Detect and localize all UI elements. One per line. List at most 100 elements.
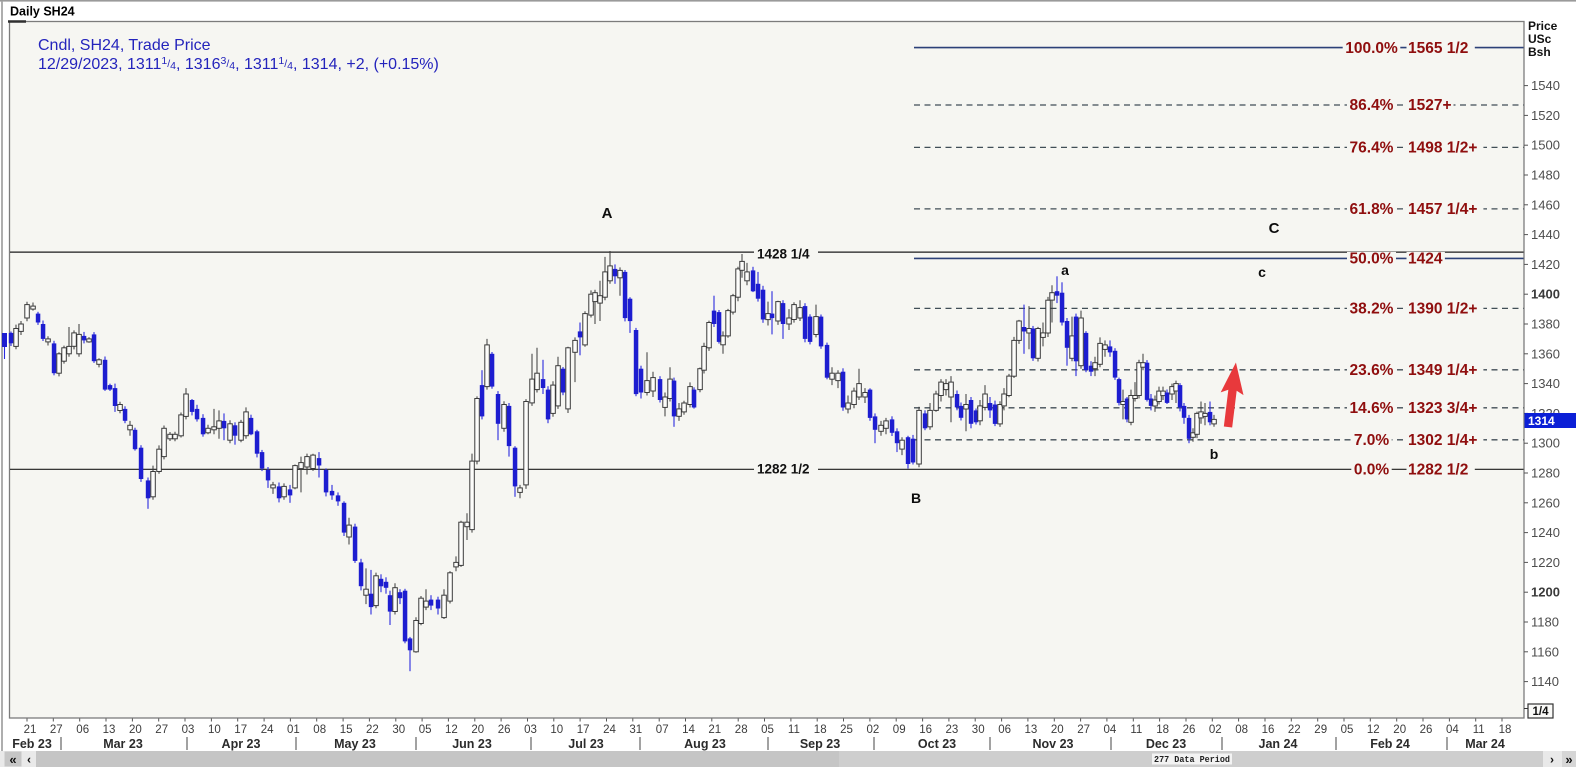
svg-text:11: 11: [788, 724, 800, 736]
svg-text:17: 17: [234, 724, 247, 736]
svg-text:a: a: [1061, 262, 1069, 278]
svg-text:1220: 1220: [1531, 555, 1560, 570]
svg-text:«: «: [9, 752, 16, 767]
svg-text:16: 16: [919, 724, 932, 736]
svg-text:1520: 1520: [1531, 108, 1560, 123]
svg-text:25: 25: [840, 724, 853, 736]
svg-text:21: 21: [708, 724, 721, 736]
svg-text:12/29/2023, 13111/4, 13163/4,: 12/29/2023, 13111/4, 13163/4, 13111/4, 1…: [38, 55, 439, 73]
svg-text:26: 26: [1183, 724, 1196, 736]
svg-text:1323 3/4+: 1323 3/4+: [1408, 400, 1477, 417]
svg-text:1420: 1420: [1531, 257, 1560, 272]
svg-text:1527+: 1527+: [1408, 97, 1452, 114]
svg-text:20: 20: [1393, 724, 1406, 736]
svg-text:22: 22: [1288, 724, 1301, 736]
svg-text:1565 1/2: 1565 1/2: [1408, 40, 1468, 57]
svg-text:277 Data Period: 277 Data Period: [1154, 755, 1230, 765]
svg-text:Oct 23: Oct 23: [918, 737, 956, 751]
svg-text:38.2%: 38.2%: [1350, 301, 1394, 318]
svg-text:USc: USc: [1528, 32, 1552, 46]
svg-text:30: 30: [972, 724, 985, 736]
svg-text:B: B: [911, 490, 921, 506]
svg-text:1180: 1180: [1531, 615, 1559, 630]
svg-text:26: 26: [1420, 724, 1433, 736]
svg-text:86.4%: 86.4%: [1350, 97, 1394, 114]
svg-text:A: A: [602, 205, 613, 222]
svg-text:31: 31: [629, 724, 642, 736]
svg-text:13: 13: [103, 724, 116, 736]
svg-text:‹: ‹: [27, 753, 31, 767]
svg-text:27: 27: [50, 724, 63, 736]
svg-text:Cndl, SH24, Trade Price: Cndl, SH24, Trade Price: [38, 37, 211, 54]
svg-text:04: 04: [1104, 724, 1117, 736]
svg-text:1428 1/4: 1428 1/4: [757, 247, 810, 262]
svg-text:08: 08: [313, 724, 326, 736]
svg-text:05: 05: [761, 724, 774, 736]
svg-text:1349 1/4+: 1349 1/4+: [1408, 362, 1477, 379]
svg-text:24: 24: [603, 724, 616, 736]
svg-text:Jan 24: Jan 24: [1259, 737, 1298, 751]
svg-text:1240: 1240: [1531, 525, 1560, 540]
svg-text:Jun 23: Jun 23: [452, 737, 492, 751]
svg-text:1460: 1460: [1531, 197, 1560, 212]
svg-text:09: 09: [893, 724, 906, 736]
svg-text:08: 08: [1235, 724, 1248, 736]
svg-text:29: 29: [1314, 724, 1327, 736]
svg-text:20: 20: [1051, 724, 1064, 736]
svg-text:27: 27: [1077, 724, 1090, 736]
svg-text:23.6%: 23.6%: [1350, 362, 1394, 379]
svg-text:1140: 1140: [1531, 674, 1559, 689]
svg-text:b: b: [1210, 446, 1219, 462]
svg-text:1457 1/4+: 1457 1/4+: [1408, 201, 1477, 218]
svg-text:24: 24: [261, 724, 274, 736]
svg-text:1282 1/2: 1282 1/2: [757, 461, 810, 476]
svg-text:1314: 1314: [1528, 414, 1555, 428]
svg-text:1440: 1440: [1531, 227, 1560, 242]
svg-text:1480: 1480: [1531, 168, 1560, 183]
svg-text:7.0%: 7.0%: [1354, 432, 1390, 449]
svg-text:100.0%: 100.0%: [1345, 40, 1398, 57]
svg-text:1300: 1300: [1531, 436, 1560, 451]
svg-text:61.8%: 61.8%: [1350, 201, 1394, 218]
svg-text:02: 02: [1209, 724, 1222, 736]
svg-text:27: 27: [155, 724, 168, 736]
svg-text:1400: 1400: [1531, 287, 1560, 302]
svg-text:20: 20: [471, 724, 484, 736]
svg-text:05: 05: [419, 724, 432, 736]
svg-text:15: 15: [340, 724, 353, 736]
svg-text:30: 30: [392, 724, 405, 736]
svg-text:18: 18: [814, 724, 827, 736]
svg-text:1302 1/4+: 1302 1/4+: [1408, 432, 1477, 449]
svg-text:Aug 23: Aug 23: [684, 737, 726, 751]
svg-text:Feb 24: Feb 24: [1370, 737, 1410, 751]
svg-text:1360: 1360: [1531, 346, 1560, 361]
svg-text:10: 10: [208, 724, 221, 736]
svg-text:Dec 23: Dec 23: [1146, 737, 1186, 751]
svg-text:26: 26: [498, 724, 511, 736]
svg-text:Bsh: Bsh: [1528, 45, 1551, 59]
svg-text:17: 17: [577, 724, 590, 736]
svg-text:1390 1/2+: 1390 1/2+: [1408, 301, 1477, 318]
svg-text:76.4%: 76.4%: [1350, 140, 1394, 157]
svg-text:1380: 1380: [1531, 317, 1560, 332]
svg-text:1498 1/2+: 1498 1/2+: [1408, 140, 1477, 157]
svg-text:1200: 1200: [1531, 585, 1560, 600]
svg-text:14: 14: [682, 724, 695, 736]
svg-text:Mar 24: Mar 24: [1465, 737, 1505, 751]
svg-text:14.6%: 14.6%: [1350, 400, 1394, 417]
svg-text:04: 04: [1446, 724, 1459, 736]
svg-text:Jul 23: Jul 23: [568, 737, 603, 751]
svg-text:»: »: [1565, 752, 1572, 767]
svg-text:16: 16: [1262, 724, 1275, 736]
svg-text:C: C: [1269, 220, 1280, 237]
svg-text:13: 13: [1025, 724, 1038, 736]
svg-text:05: 05: [1341, 724, 1354, 736]
svg-text:Nov 23: Nov 23: [1033, 737, 1074, 751]
svg-text:12: 12: [1367, 724, 1380, 736]
svg-text:Price: Price: [1528, 19, 1558, 33]
svg-text:1/4: 1/4: [1533, 706, 1550, 718]
svg-text:18: 18: [1156, 724, 1169, 736]
svg-text:1340: 1340: [1531, 376, 1560, 391]
svg-text:21: 21: [24, 724, 37, 736]
svg-text:18: 18: [1499, 724, 1512, 736]
